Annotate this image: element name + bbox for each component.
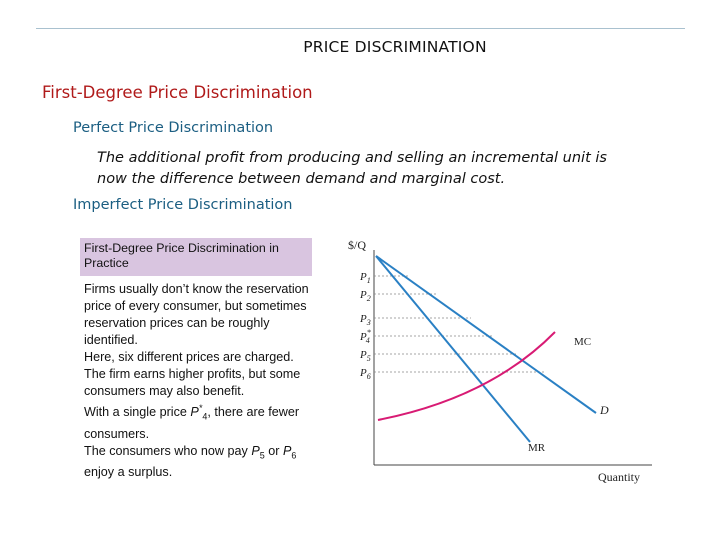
- paragraph-2: Here, six different prices are charged. …: [84, 350, 301, 398]
- price-label-p5: P5: [359, 349, 371, 363]
- price-label-p1: P1: [359, 271, 371, 285]
- y-axis-label: $/Q: [348, 238, 366, 252]
- price-guides: [374, 275, 544, 373]
- section-heading: First-Degree Price Discrimination: [42, 83, 313, 102]
- figure-caption: First-Degree Price Discrimination in Pra…: [84, 241, 279, 270]
- explanation-text: Firms usually don’t know the reservation…: [84, 281, 314, 481]
- paragraph-4: The consumers who now pay P5 or P6 enjoy…: [84, 443, 297, 480]
- top-rule: [36, 28, 685, 29]
- slide-title: PRICE DISCRIMINATION: [303, 38, 487, 56]
- demand-label: D: [599, 403, 609, 417]
- price-labels: P1 P2 P3 P* 4 P5 P6: [359, 271, 371, 381]
- demand-curve: [375, 255, 597, 414]
- mc-label: MC: [574, 336, 591, 348]
- perfect-description: The additional profit from producing and…: [97, 150, 607, 187]
- subheading-perfect: Perfect Price Discrimination: [73, 120, 274, 136]
- paragraph-1: Firms usually don’t know the reservation…: [84, 282, 309, 347]
- price-label-p3: P3: [359, 313, 371, 327]
- mr-label: MR: [528, 442, 546, 454]
- price-label-p4: P* 4: [359, 328, 371, 345]
- paragraph-3: With a single price P*4, there are fewer…: [84, 403, 300, 441]
- price-label-p6: P6: [359, 367, 371, 381]
- x-axis-label: Quantity: [598, 470, 640, 484]
- price-label-p2: P2: [359, 289, 371, 303]
- figure-caption-box: First-Degree Price Discrimination in Pra…: [80, 238, 312, 276]
- marginal-cost-curve: [377, 331, 556, 421]
- price-discrimination-diagram: $/Q Quantity P1 P2 P3 P* 4 P5 P6 MC D MR: [348, 238, 652, 484]
- subheading-imperfect: Imperfect Price Discrimination: [73, 197, 293, 213]
- marginal-revenue-curve: [375, 255, 531, 443]
